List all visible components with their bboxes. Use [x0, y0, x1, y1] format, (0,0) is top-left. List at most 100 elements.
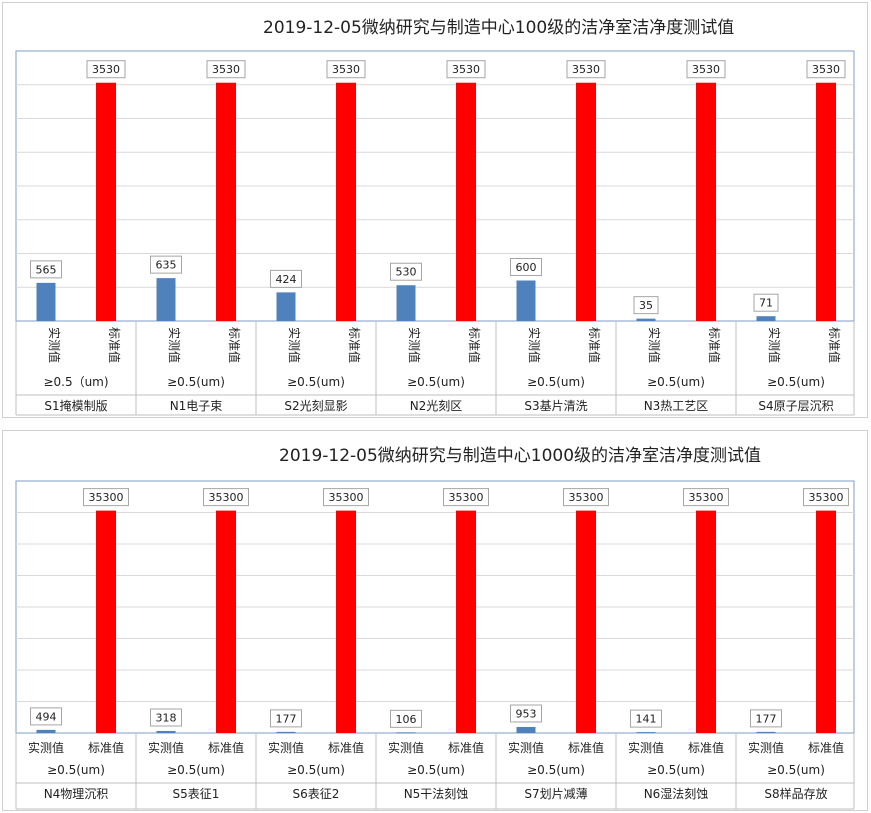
data-label-measured-box — [270, 709, 302, 728]
data-label-measured-box — [630, 709, 662, 728]
particle-size-label: ≥0.5(um) — [287, 763, 345, 777]
data-label-measured-box — [390, 262, 422, 281]
data-label-measured: 424 — [276, 273, 297, 286]
bar-measured — [276, 292, 296, 321]
bar-standard — [696, 82, 716, 321]
data-label-standard: 3530 — [572, 63, 600, 76]
data-label-measured: 600 — [516, 261, 537, 274]
data-label-measured: 530 — [396, 266, 417, 279]
data-label-measured-box — [150, 255, 182, 274]
bar-measured — [36, 729, 56, 733]
data-label-standard-box — [446, 60, 486, 79]
data-label-standard: 3530 — [812, 63, 840, 76]
data-label-measured-box — [390, 709, 422, 728]
data-label-measured-box — [270, 269, 302, 288]
series-label-standard: 标准值 — [208, 740, 244, 755]
series-label-measured: 实测值 — [28, 740, 64, 755]
data-label-measured: 177 — [756, 712, 777, 725]
particle-size-label: ≥0.5(um) — [527, 763, 585, 777]
data-label-measured: 177 — [276, 712, 297, 725]
series-label-standard: 标准值 — [328, 740, 364, 755]
data-label-standard: 3530 — [452, 63, 480, 76]
series-label-standard: 标准值 — [227, 327, 242, 363]
bar-standard — [696, 510, 716, 733]
particle-size-label: ≥0.5(um) — [527, 375, 585, 389]
data-label-standard: 3530 — [332, 63, 360, 76]
data-label-standard: 35300 — [809, 491, 844, 504]
room-name-label: S3基片清洗 — [524, 399, 587, 413]
data-label-standard-box — [686, 60, 726, 79]
data-label-measured-box — [750, 709, 782, 728]
bar-standard — [816, 82, 836, 321]
bar-measured — [516, 726, 536, 733]
data-label-standard-box — [683, 488, 729, 507]
bar-standard — [336, 82, 356, 321]
bar-measured — [396, 732, 416, 734]
data-label-measured-box — [150, 708, 182, 727]
data-label-standard-box — [203, 488, 249, 507]
series-label-measured: 实测值 — [287, 327, 302, 363]
data-label-measured-box — [510, 258, 542, 276]
bar-standard — [96, 510, 116, 733]
data-label-standard-box — [206, 60, 246, 79]
series-label-measured: 实测值 — [527, 327, 542, 363]
data-label-measured: 635 — [156, 259, 177, 272]
room-name-label: S2光刻显影 — [284, 399, 347, 413]
series-label-standard: 标准值 — [688, 740, 724, 755]
data-label-measured: 106 — [396, 713, 417, 726]
series-label-measured: 实测值 — [268, 740, 304, 755]
room-name-label: S8样品存放 — [764, 786, 827, 801]
data-label-standard: 3530 — [212, 63, 240, 76]
series-label-measured: 实测值 — [167, 327, 182, 363]
chart-panel-1000: 2019-12-05微纳研究与制造中心1000级的洁净室洁净度测试值 494 35… — [2, 430, 868, 811]
series-label-standard: 标准值 — [587, 327, 602, 363]
bar-standard — [576, 82, 596, 321]
room-name-label: N6湿法刻蚀 — [644, 786, 709, 801]
data-label-standard-box — [803, 488, 849, 507]
series-label-standard: 标准值 — [467, 327, 482, 363]
data-label-measured-box — [753, 293, 779, 312]
data-label-measured: 494 — [36, 710, 57, 723]
bar-measured — [636, 318, 656, 321]
bar-measured — [756, 316, 776, 321]
data-label-standard-box — [443, 488, 489, 507]
data-label-standard-box — [566, 60, 606, 79]
series-label-measured: 实测值 — [407, 327, 422, 363]
bar-measured — [156, 278, 176, 321]
room-name-label: S7划片减薄 — [524, 786, 587, 801]
particle-size-label: ≥0.5（um) — [43, 375, 108, 389]
particle-size-label: ≥0.5(um) — [167, 763, 225, 777]
data-label-measured: 953 — [516, 707, 537, 720]
series-label-standard: 标准值 — [707, 327, 722, 363]
bar-chart-1000: 494 35300 实测值 标准值 ≥0.5(um) N4物理沉积 318 35300 实测值 标… — [15, 480, 855, 810]
series-label-measured: 实测值 — [647, 327, 662, 363]
data-label-standard: 35300 — [89, 491, 124, 504]
series-label-standard: 标准值 — [827, 327, 842, 363]
data-label-standard-box — [806, 60, 846, 79]
particle-size-label: ≥0.5(um) — [167, 375, 225, 389]
particle-size-label: ≥0.5(um) — [287, 375, 345, 389]
data-label-measured-box — [30, 707, 62, 726]
bar-chart-100: 565 3530 实测值 标准值 ≥0.5（um) S1掩模制版 635 3530 实测值 标准值… — [15, 50, 855, 416]
data-label-standard: 35300 — [329, 491, 364, 504]
room-name-label: S1掩模制版 — [44, 399, 107, 413]
chart-title: 2019-12-05微纳研究与制造中心1000级的洁净室洁净度测试值 — [279, 446, 762, 466]
particle-size-label: ≥0.5(um) — [767, 375, 825, 389]
data-label-standard-box — [86, 60, 126, 79]
data-label-standard: 35300 — [569, 491, 604, 504]
particle-size-label: ≥0.5(um) — [47, 763, 105, 777]
data-label-measured: 565 — [36, 263, 57, 276]
room-name-label: S6表征2 — [293, 787, 340, 801]
data-label-standard-box — [83, 488, 129, 507]
bar-measured — [516, 280, 536, 321]
bar-measured — [36, 282, 56, 321]
bar-measured — [156, 730, 176, 733]
bar-standard — [456, 510, 476, 733]
bar-standard — [216, 82, 236, 321]
room-name-label: N3热工艺区 — [644, 399, 709, 413]
series-label-standard: 标准值 — [347, 327, 362, 363]
bar-measured — [756, 731, 776, 733]
room-name-label: N2光刻区 — [410, 399, 463, 413]
series-label-standard: 标准值 — [568, 740, 604, 755]
data-label-measured: 318 — [156, 711, 177, 724]
